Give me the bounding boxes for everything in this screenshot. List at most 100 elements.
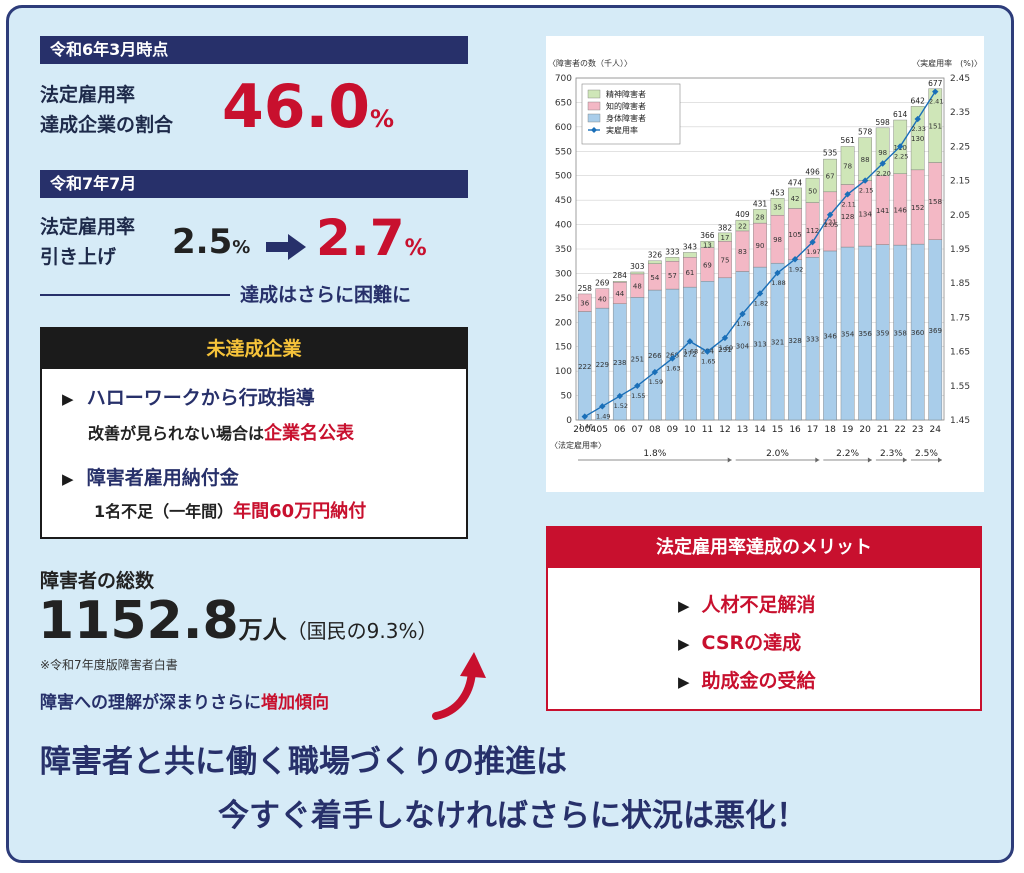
y-tick-label: 500 (555, 172, 572, 182)
unachieved-item2-sub: 1名不足（一年間）年間60万円納付 (94, 497, 366, 523)
legend-label: 知的障害者 (606, 101, 646, 111)
achievement-rate: 46.0% (222, 72, 394, 142)
bar-value-label: 90 (756, 242, 765, 250)
bar-value-label: 36 (580, 300, 589, 308)
unachieved-item2-title: 障害者雇用納付金 (86, 467, 239, 489)
total-count: 1152.8万人（国民の9.3%） (38, 590, 437, 652)
x-tick-label: 10 (684, 425, 696, 435)
unachieved-item2: ▶ 障害者雇用納付金 (62, 463, 239, 490)
x-tick-label: 17 (807, 425, 818, 435)
bar-value-label: 17 (720, 234, 729, 242)
x-tick-label: 13 (737, 425, 748, 435)
footer-line2: 今すぐ着手しなければさらに状況は悪化！ (218, 798, 807, 834)
rate-to-unit: % (404, 236, 427, 261)
statutory-arrowhead (867, 457, 872, 463)
achievement-rate-unit: % (370, 105, 395, 133)
rate-point (826, 211, 834, 218)
bar-total-label: 382 (718, 223, 733, 232)
rate-note: 達成はさらに困難に (240, 284, 412, 306)
bar-segment (577, 293, 592, 312)
section2-date-label: 令和7年7月 (50, 174, 137, 193)
rate-point (774, 269, 781, 277)
merit-item-label: CSRの達成 (701, 632, 802, 654)
bar-total-label: 561 (840, 136, 855, 145)
bar-value-label: 158 (929, 198, 942, 206)
rate-value-label: 1.49 (596, 412, 610, 420)
bar-segment (700, 240, 715, 248)
bar-segment (823, 158, 837, 193)
merit-item: ▶ CSRの達成 (678, 628, 801, 655)
bar-value-label: 130 (911, 135, 924, 143)
bar-segment (718, 232, 732, 242)
rate-value-label: 1.46 (579, 423, 593, 431)
bar-value-label: 83 (738, 248, 747, 256)
legend-swatch (587, 89, 601, 99)
bar-value-label: 35 (773, 204, 782, 212)
bar-value-label: 151 (929, 123, 942, 131)
bar-value-label: 359 (876, 329, 889, 337)
section1-date-bar: 令和6年3月時点 (40, 36, 468, 64)
rate-point (932, 88, 939, 95)
x-tick-label: 22 (894, 425, 905, 435)
y-tick-label: 400 (555, 221, 572, 231)
bar-value-label: 141 (876, 207, 889, 215)
unachieved-item2-sub-prefix: 1名不足（一年間） (94, 502, 234, 521)
y2-tick-label: 1.75 (950, 313, 970, 323)
rate-value-label: 1.82 (754, 299, 768, 307)
unachieved-item1: ▶ ハローワークから行政指導 (62, 383, 315, 410)
bar-value-label: 69 (703, 261, 712, 269)
x-tick-label: 05 (597, 425, 608, 435)
triangle-bullet-icon: ▶ (62, 390, 74, 408)
bar-value-label: 360 (911, 329, 924, 337)
bar-value-label: 266 (648, 352, 662, 360)
x-tick-label: 18 (824, 425, 836, 435)
y-tick-label: 650 (555, 98, 572, 108)
merit-panel: 法定雇用率達成のメリット ▶ 人材不足解消 ▶ CSRの達成 ▶ 助成金の受給 (546, 526, 982, 711)
y-tick-label: 150 (555, 343, 572, 353)
bar-total-label: 303 (630, 262, 645, 271)
x-tick-label: 21 (877, 425, 888, 435)
unachieved-item1-highlight: 企業名公表 (264, 423, 355, 444)
rate-value-label: 1.88 (771, 279, 785, 287)
y2-tick-label: 2.45 (950, 74, 970, 84)
statutory-segment-label: 2.5% (915, 449, 938, 459)
y-tick-label: 350 (555, 245, 572, 255)
rate-from-value: 2.5 (172, 222, 233, 262)
rate-point (739, 310, 746, 318)
y-tick-label: 50 (561, 392, 573, 402)
footer-line1: 障害者と共に働く職場づくりの推進は (40, 744, 567, 780)
y-tick-label: 200 (555, 318, 572, 328)
bar-total-label: 431 (753, 199, 768, 208)
statutory-arrowhead (938, 457, 942, 463)
bar-value-label: 13 (703, 241, 712, 249)
bar-segment (683, 252, 697, 258)
bar-value-label: 152 (911, 204, 924, 212)
bar-value-label: 313 (753, 341, 766, 349)
bar-segment (753, 209, 767, 224)
rate-value-label: 2.25 (894, 152, 908, 160)
unachieved-title: 未達成企業 (42, 329, 466, 369)
x-tick-label: 16 (789, 425, 801, 435)
rate-value-label: 1.76 (736, 320, 750, 328)
y2-axis-label: 〈実雇用率 (%)〉 (912, 58, 982, 68)
bar-value-label: 251 (631, 356, 644, 364)
rate-to-value: 2.7 (316, 209, 405, 267)
bar-value-label: 112 (806, 227, 819, 235)
y2-tick-label: 1.85 (950, 279, 970, 289)
bar-value-label: 61 (685, 269, 694, 277)
bar-value-label: 44 (615, 290, 624, 298)
y2-tick-label: 2.05 (950, 211, 970, 221)
bar-value-label: 304 (736, 343, 750, 351)
rate-value-label: 2.20 (876, 170, 890, 178)
bar-value-label: 78 (843, 162, 852, 170)
rate-point (809, 238, 816, 246)
bar-total-label: 366 (700, 231, 715, 240)
rate-value-label: 1.68 (684, 347, 698, 355)
achievement-rate-value: 46.0 (222, 72, 371, 142)
y2-tick-label: 1.95 (950, 245, 970, 255)
bar-value-label: 121 (823, 218, 836, 226)
y2-tick-label: 2.35 (950, 108, 970, 118)
bar-segment (788, 187, 802, 209)
x-tick-label: 06 (614, 425, 626, 435)
bar-value-label: 369 (929, 327, 942, 335)
